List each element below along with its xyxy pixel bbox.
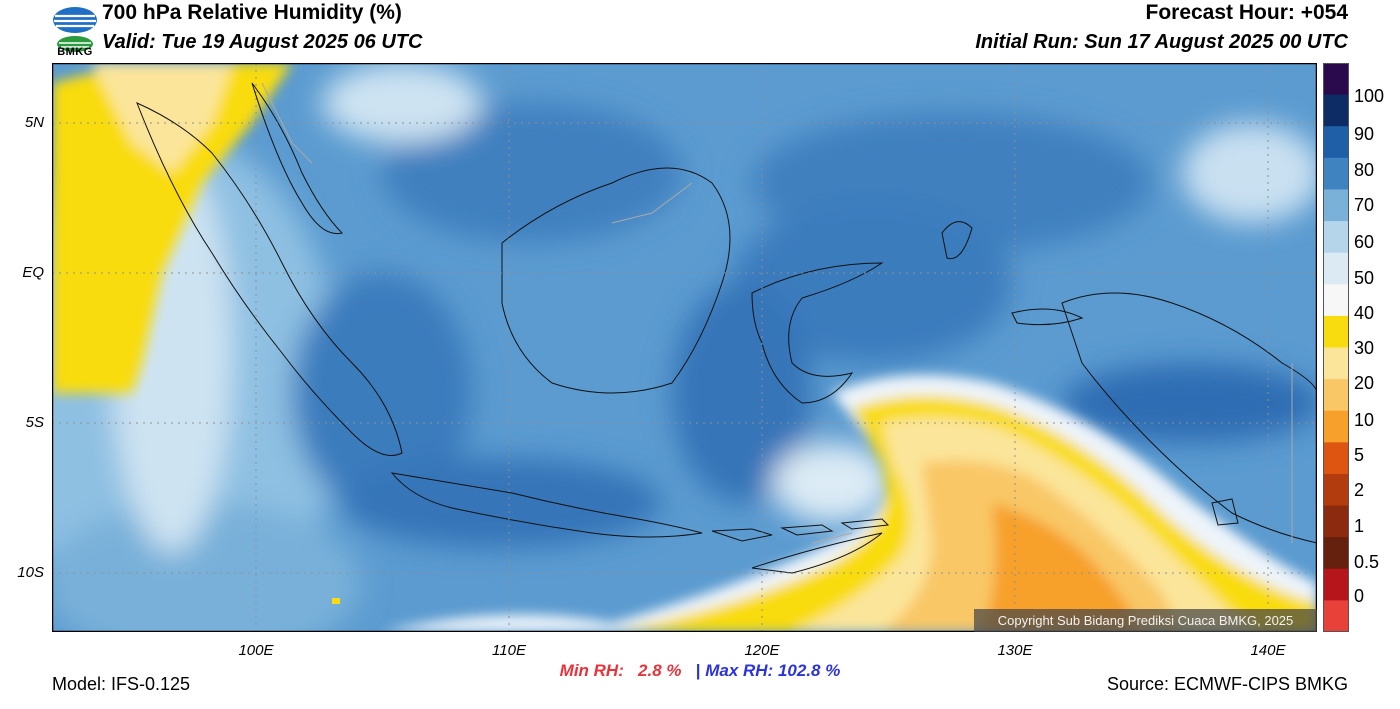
colorbar-label-100: 100 <box>1354 86 1385 106</box>
lon-label-130e: 130E <box>997 642 1033 659</box>
colorbar-label-90: 90 <box>1354 124 1375 144</box>
colorbar-cell <box>1323 505 1349 538</box>
logo-text: BMKG <box>57 46 93 58</box>
colorbar-cell <box>1323 473 1349 507</box>
colorbar-cell <box>1323 379 1349 412</box>
colorbar-cell <box>1323 157 1349 190</box>
colorbar-label-2: 2 <box>1354 480 1365 500</box>
colorbar-label-50: 50 <box>1354 268 1375 288</box>
colorbar-label-1: 1 <box>1354 516 1365 536</box>
colorbar-label-40: 40 <box>1354 303 1375 323</box>
colorbar-label-0: 0 <box>1354 586 1365 606</box>
initial-run: Initial Run: Sun 17 August 2025 00 UTC <box>975 31 1348 53</box>
rh-extremes: Min RH: 2.8 % | Max RH: 102.8 % <box>0 661 1400 681</box>
valid-time: Valid: Tue 19 August 2025 06 UTC <box>102 31 423 53</box>
colorbar-cell <box>1323 189 1349 222</box>
colorbar-label-0-5: 0.5 <box>1354 552 1380 572</box>
forecast-hour: Forecast Hour: +054 <box>1145 1 1349 24</box>
colorbar-cell <box>1323 600 1349 632</box>
colorbar-label-10: 10 <box>1354 410 1375 430</box>
colorbar-cell <box>1323 315 1349 348</box>
rh-separator: | <box>695 661 701 680</box>
model-label: Model: IFS-0.125 <box>52 674 191 694</box>
lat-label-5s: 5S <box>25 414 44 431</box>
lon-label-110e: 110E <box>492 642 526 659</box>
colorbar-cell <box>1323 126 1349 159</box>
colorbar-label-30: 30 <box>1354 338 1375 358</box>
lon-label-100e: 100E <box>238 642 274 659</box>
colorbar-label-80: 80 <box>1354 160 1375 180</box>
colorbar-cell <box>1323 347 1349 380</box>
colorbar-label-60: 60 <box>1354 232 1375 252</box>
lon-label-120e: 120E <box>744 642 780 659</box>
colorbar-label-5: 5 <box>1354 445 1365 465</box>
colorbar-label-20: 20 <box>1354 373 1375 393</box>
colorbar-cell <box>1323 410 1349 443</box>
colorbar-cell <box>1323 94 1349 127</box>
source-label: Source: ECMWF-CIPS BMKG <box>1106 674 1348 694</box>
min-rh-label: Min RH: <box>559 661 624 680</box>
colorbar-cell <box>1323 221 1349 254</box>
chart-title: 700 hPa Relative Humidity (%) <box>102 1 402 24</box>
bmkg-logo <box>53 7 97 52</box>
colorbar-label-70: 70 <box>1354 195 1375 215</box>
lon-label-140e: 140E <box>1250 642 1286 659</box>
colorbar <box>1323 63 1349 632</box>
colorbar-cell <box>1323 442 1349 475</box>
max-rh-value: 102.8 % <box>777 661 841 680</box>
lat-label-5n: 5N <box>24 114 44 131</box>
lat-label-eq: EQ <box>22 264 44 281</box>
colorbar-cell <box>1323 537 1349 570</box>
colorbar-cell <box>1323 284 1349 317</box>
lat-label-10s: 10S <box>17 564 44 581</box>
humidity-map <box>52 63 1317 632</box>
colorbar-cell <box>1323 568 1349 601</box>
min-rh-value: 2.8 % <box>638 661 682 680</box>
max-rh-label: Max RH: <box>705 661 774 680</box>
colorbar-cell <box>1323 63 1349 96</box>
colorbar-cell <box>1323 252 1349 285</box>
copyright-overlay: Copyright Sub Bidang Prediksi Cuaca BMKG… <box>974 609 1317 632</box>
